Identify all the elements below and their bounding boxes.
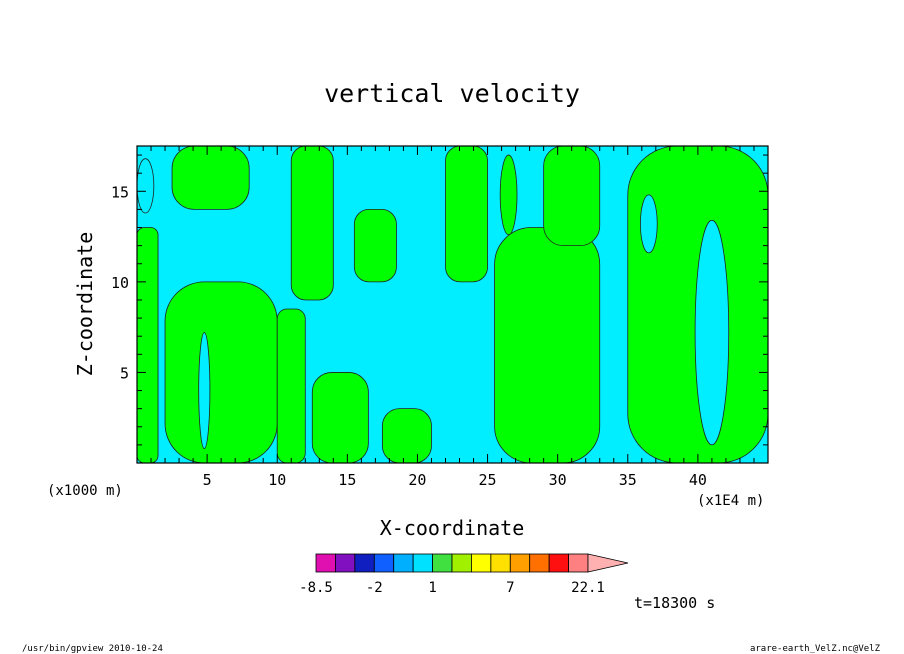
x-tick-label: 15 bbox=[338, 471, 356, 489]
contour-regions bbox=[137, 146, 768, 463]
colorbar-extend-arrow bbox=[587, 553, 629, 573]
colorbar-swatch bbox=[354, 553, 375, 573]
x-tick-label: 5 bbox=[203, 471, 212, 489]
colorbar-swatch bbox=[490, 553, 511, 573]
y-tick-label: 10 bbox=[111, 274, 129, 292]
contour-region bbox=[276, 308, 306, 463]
colorbar-tick-labels: -8.5 -2 1 7 22.1 bbox=[299, 580, 605, 596]
x-tick-label: 30 bbox=[549, 471, 567, 489]
contour-island bbox=[198, 332, 211, 449]
x-tick-label: 20 bbox=[408, 471, 426, 489]
y-tick-label: 15 bbox=[111, 183, 129, 201]
colorbar bbox=[315, 553, 629, 573]
contour-island bbox=[137, 158, 155, 214]
colorbar-swatch bbox=[568, 553, 589, 573]
y-tick-label: 5 bbox=[120, 364, 129, 382]
y-axis-ticks: 5 10 15 bbox=[111, 154, 768, 446]
colorbar-tick-label: 7 bbox=[506, 580, 514, 596]
colorbar-swatch bbox=[412, 553, 433, 573]
contour-region bbox=[445, 146, 488, 283]
contour-region bbox=[543, 146, 601, 247]
contour-island bbox=[694, 219, 730, 446]
colorbar-swatch bbox=[509, 553, 531, 573]
source-footer: arare-earth_VelZ.nc@VelZ bbox=[750, 644, 881, 654]
colorbar-swatch bbox=[451, 553, 472, 573]
x-axis-label: X-coordinate bbox=[380, 516, 525, 540]
colorbar-tick-label: 22.1 bbox=[571, 580, 605, 596]
plot-frame bbox=[136, 145, 769, 464]
contour-region bbox=[290, 146, 334, 301]
contour-region bbox=[381, 408, 432, 463]
x-tick-label: 35 bbox=[619, 471, 637, 489]
time-annotation: t=18300 s bbox=[634, 594, 715, 612]
colorbar-swatch bbox=[548, 553, 569, 573]
contour-region bbox=[164, 281, 278, 463]
colorbar-swatch bbox=[393, 553, 414, 573]
colorbar-tick-label: -8.5 bbox=[299, 580, 333, 596]
contour-region bbox=[311, 372, 369, 463]
x-tick-label: 10 bbox=[268, 471, 286, 489]
colorbar-tick-label: 1 bbox=[428, 580, 436, 596]
x-axis-ticks: 5 10 15 20 25 30 35 40 bbox=[150, 146, 755, 489]
contour-region bbox=[137, 227, 159, 463]
x-tick-label: 25 bbox=[479, 471, 497, 489]
x-unit-right: (x1E4 m) bbox=[697, 493, 764, 509]
chart-title: vertical velocity bbox=[324, 79, 580, 108]
colorbar-swatch bbox=[335, 553, 356, 573]
x-tick-label: 40 bbox=[689, 471, 707, 489]
contour-island bbox=[499, 154, 518, 236]
colorbar-swatch bbox=[373, 553, 395, 573]
colorbar-swatch bbox=[315, 553, 336, 573]
x-unit-left: (x1000 m) bbox=[47, 483, 123, 499]
colorbar-tick-label: -2 bbox=[366, 580, 383, 596]
y-axis-label: Z-coordinate bbox=[73, 232, 97, 377]
contour-island bbox=[639, 194, 658, 254]
program-footer: /usr/bin/gpview 2010-10-24 bbox=[22, 644, 163, 654]
colorbar-swatch bbox=[471, 553, 492, 573]
colorbar-swatch bbox=[432, 553, 453, 573]
colorbar-swatch bbox=[529, 553, 550, 573]
contour-region bbox=[171, 146, 250, 210]
contour-region bbox=[494, 227, 601, 463]
contour-region bbox=[353, 208, 397, 283]
